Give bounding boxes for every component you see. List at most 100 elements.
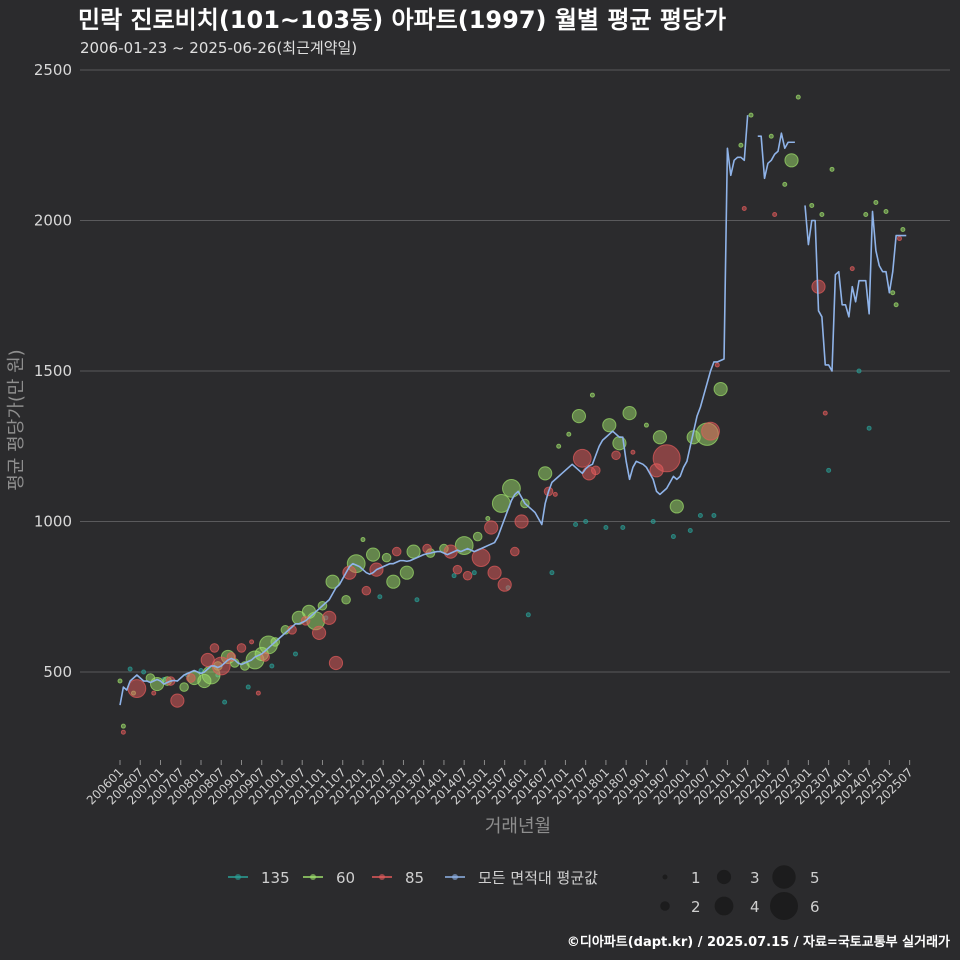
point-60 — [538, 466, 553, 481]
point-85 — [260, 652, 270, 662]
point-60 — [890, 290, 896, 296]
point-135 — [697, 512, 703, 518]
point-60 — [325, 574, 340, 589]
x-axis-ticks: 2006012006072007012007072008012008072009… — [84, 760, 916, 808]
point-60 — [900, 227, 906, 233]
point-85 — [322, 610, 337, 625]
point-60 — [556, 443, 562, 449]
legend-size-label: 5 — [810, 869, 820, 887]
point-60 — [602, 418, 617, 433]
point-85 — [572, 448, 592, 468]
point-60 — [365, 547, 381, 562]
legend-dot — [235, 874, 241, 880]
point-60 — [341, 594, 351, 605]
point-85 — [897, 236, 903, 242]
legend-size-label: 2 — [691, 898, 701, 916]
point-60 — [179, 682, 189, 692]
point-135 — [573, 522, 579, 528]
point-60 — [381, 552, 392, 563]
point-135 — [856, 368, 862, 374]
point-85 — [249, 639, 255, 645]
point-60 — [738, 142, 744, 148]
grid — [80, 69, 950, 673]
point-60 — [863, 211, 869, 217]
point-60 — [784, 153, 799, 168]
point-135 — [549, 570, 555, 576]
legend-dot — [310, 874, 316, 880]
series-line — [804, 205, 907, 372]
legend-dot — [452, 874, 458, 880]
point-135 — [471, 570, 477, 576]
y-tick-label: 2000 — [34, 212, 72, 230]
y-tick-label: 2500 — [34, 61, 72, 79]
point-135 — [222, 699, 228, 705]
legend-size-circle — [660, 901, 670, 911]
point-85 — [311, 625, 327, 640]
point-85 — [151, 690, 157, 696]
legend-size-circle — [714, 896, 734, 916]
series-line — [757, 132, 795, 180]
legend-label: 135 — [261, 869, 290, 887]
legend-label: 모든 면적대 평균값 — [478, 869, 598, 887]
point-60 — [502, 478, 521, 498]
y-tick-label: 500 — [43, 663, 72, 681]
point-60 — [386, 574, 401, 589]
point-85 — [652, 444, 681, 473]
point-85 — [591, 465, 601, 476]
point-60 — [120, 723, 126, 729]
legend-size-circle — [662, 874, 668, 880]
point-85 — [127, 679, 147, 698]
y-tick-label: 1500 — [34, 362, 72, 380]
x-axis-title: 거래년월 — [485, 816, 551, 837]
point-135 — [292, 651, 298, 657]
point-60 — [669, 499, 684, 514]
point-85 — [849, 266, 855, 272]
point-60 — [782, 181, 788, 187]
point-135 — [269, 663, 275, 669]
point-85 — [209, 643, 220, 653]
point-60 — [117, 678, 123, 684]
point-60 — [893, 302, 899, 308]
point-135 — [603, 525, 609, 531]
point-60 — [622, 406, 637, 421]
point-85 — [328, 655, 344, 671]
point-60 — [883, 208, 889, 214]
point-85 — [236, 643, 247, 653]
point-135 — [127, 666, 133, 672]
point-85 — [510, 546, 520, 557]
legend-size-label: 4 — [750, 898, 760, 916]
chart-caption: ©디아파트(dapt.kr) / 2025.07.15 / 자료=국토교통부 실… — [567, 934, 950, 950]
point-135 — [377, 594, 383, 600]
series-line — [119, 115, 749, 706]
point-60 — [485, 515, 491, 521]
point-60 — [643, 422, 649, 428]
point-85 — [822, 410, 828, 416]
point-85 — [422, 543, 432, 554]
point-85 — [391, 546, 402, 557]
point-135 — [687, 528, 693, 534]
point-135 — [525, 612, 531, 618]
point-60 — [454, 536, 474, 555]
point-85 — [552, 491, 558, 497]
point-85 — [462, 570, 473, 581]
point-60 — [472, 531, 483, 542]
point-85 — [611, 450, 621, 461]
legend-size-label: 3 — [750, 869, 760, 887]
point-85 — [487, 565, 502, 580]
chart-title: 민락 진로비치(101~103동) 아파트(1997) 월별 평균 평당가 — [78, 6, 726, 34]
point-135 — [866, 425, 872, 431]
point-60 — [571, 409, 587, 424]
point-60 — [652, 430, 668, 445]
point-135 — [414, 597, 420, 603]
point-85 — [255, 690, 261, 696]
point-60 — [589, 392, 595, 398]
point-135 — [620, 525, 626, 531]
legend-size-circle — [770, 892, 798, 920]
legend-size-circle — [716, 869, 732, 885]
legend-dot — [379, 874, 385, 880]
point-135 — [670, 534, 676, 540]
point-135 — [141, 669, 147, 675]
point-85 — [361, 585, 372, 596]
point-60 — [360, 537, 366, 543]
point-60 — [713, 381, 728, 397]
